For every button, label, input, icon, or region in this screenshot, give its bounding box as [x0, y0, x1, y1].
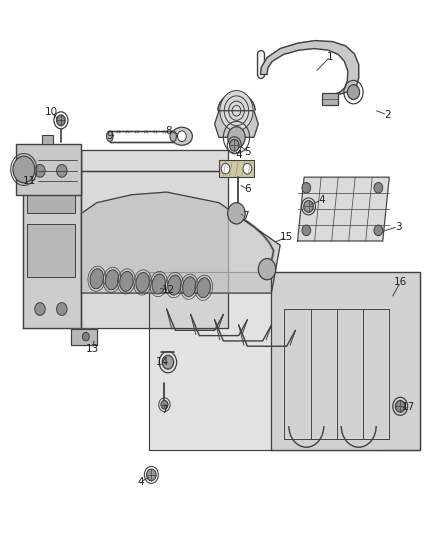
Circle shape [234, 212, 241, 220]
Ellipse shape [171, 127, 192, 146]
Bar [27, 224, 75, 277]
Text: 7: 7 [242, 211, 248, 221]
Polygon shape [81, 150, 228, 171]
Polygon shape [71, 329, 97, 345]
Text: 12: 12 [162, 286, 175, 295]
Circle shape [147, 469, 156, 481]
Circle shape [228, 127, 245, 148]
Polygon shape [81, 192, 280, 293]
Text: 5: 5 [244, 147, 251, 157]
Circle shape [374, 225, 383, 236]
Polygon shape [297, 177, 389, 241]
Polygon shape [81, 171, 228, 328]
Text: 17: 17 [402, 402, 416, 413]
Ellipse shape [152, 274, 166, 294]
Ellipse shape [106, 131, 113, 142]
Text: 8: 8 [166, 126, 172, 136]
Polygon shape [215, 111, 258, 138]
Circle shape [57, 303, 67, 316]
Polygon shape [272, 272, 420, 450]
Circle shape [35, 165, 45, 177]
Circle shape [161, 400, 168, 409]
Bar [42, 135, 53, 144]
Circle shape [13, 156, 35, 183]
Ellipse shape [197, 278, 210, 298]
Text: 4: 4 [318, 195, 325, 205]
Text: 16: 16 [394, 278, 407, 287]
Text: 1: 1 [327, 52, 334, 61]
Ellipse shape [136, 272, 149, 293]
Text: 13: 13 [86, 344, 99, 354]
Text: 14: 14 [155, 357, 169, 367]
Text: 4: 4 [137, 477, 144, 487]
Circle shape [57, 165, 67, 177]
Ellipse shape [106, 270, 119, 290]
Circle shape [396, 400, 405, 412]
Circle shape [220, 91, 253, 131]
Circle shape [302, 225, 311, 236]
Ellipse shape [168, 275, 181, 295]
Ellipse shape [90, 269, 103, 289]
Circle shape [374, 182, 383, 193]
Circle shape [82, 333, 89, 341]
Text: 9: 9 [106, 131, 113, 141]
Ellipse shape [183, 277, 196, 297]
Circle shape [221, 164, 230, 174]
Text: 11: 11 [22, 176, 36, 187]
Circle shape [347, 85, 360, 100]
Circle shape [228, 203, 245, 224]
Text: 15: 15 [280, 232, 293, 243]
Circle shape [258, 259, 276, 280]
Polygon shape [149, 272, 420, 450]
Bar [27, 171, 75, 213]
Circle shape [57, 115, 65, 126]
Text: 4: 4 [235, 150, 242, 160]
Text: 2: 2 [384, 110, 390, 120]
Ellipse shape [170, 131, 177, 142]
Text: 3: 3 [395, 222, 401, 232]
Bar [16, 144, 81, 195]
Text: 10: 10 [44, 107, 57, 117]
Circle shape [302, 182, 311, 193]
Bar [322, 93, 338, 106]
Circle shape [230, 140, 239, 151]
Polygon shape [261, 41, 359, 98]
Text: 7: 7 [161, 405, 168, 415]
Circle shape [35, 303, 45, 316]
Polygon shape [22, 150, 81, 328]
Ellipse shape [120, 271, 133, 292]
Circle shape [243, 164, 252, 174]
Circle shape [304, 200, 313, 212]
Text: 6: 6 [244, 184, 251, 195]
Bar [219, 160, 254, 177]
Circle shape [162, 356, 173, 369]
Circle shape [177, 131, 186, 142]
